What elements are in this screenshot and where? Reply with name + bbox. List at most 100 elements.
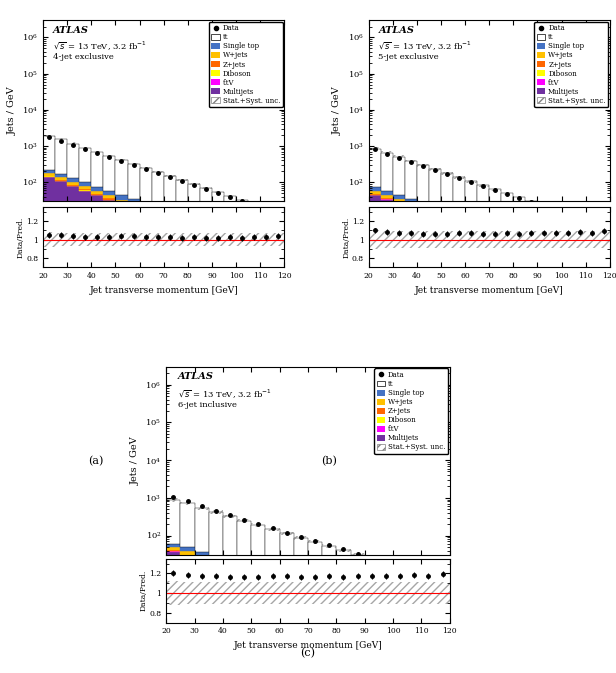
Bar [436, 578, 450, 582]
Bar [166, 551, 180, 553]
Bar [308, 593, 322, 598]
Bar [513, 238, 525, 244]
Bar [381, 153, 393, 191]
Bar [598, 281, 610, 283]
Bar [405, 232, 417, 248]
Bar [562, 232, 573, 248]
Bar [465, 225, 477, 230]
Bar [164, 175, 176, 177]
Bar [513, 196, 525, 199]
Bar [429, 232, 441, 248]
Bar [513, 196, 525, 199]
Bar [188, 221, 200, 227]
Bar [429, 208, 441, 213]
Bar [188, 233, 200, 246]
Bar [195, 556, 209, 559]
Bar [237, 577, 251, 673]
Bar [224, 247, 236, 673]
Bar [525, 254, 538, 256]
Bar [140, 209, 152, 212]
Bar [209, 567, 223, 673]
Bar [188, 184, 200, 221]
Bar [465, 180, 477, 182]
Bar [294, 582, 308, 604]
Bar [573, 232, 586, 248]
Bar [103, 155, 115, 157]
Bar [477, 232, 489, 248]
Bar [441, 173, 453, 212]
Bar [501, 246, 513, 247]
Bar [176, 178, 188, 181]
Bar [477, 184, 489, 186]
Bar [369, 190, 381, 194]
Bar [43, 170, 55, 173]
Bar [55, 174, 67, 177]
Bar [586, 270, 598, 276]
Bar [265, 583, 280, 585]
Bar [209, 512, 223, 556]
Bar [441, 223, 453, 673]
Bar [421, 623, 436, 629]
Bar [405, 160, 417, 162]
Bar [465, 221, 477, 225]
Bar [188, 182, 200, 185]
Bar [152, 170, 164, 173]
Bar [91, 151, 103, 153]
Legend: Data, tt, Single top, W+jets, Z+jets, Diboson, t̄tV, Multijets, Stat.+Syst. unc.: Data, tt, Single top, W+jets, Z+jets, Di… [209, 22, 283, 108]
Bar [188, 233, 200, 673]
Bar [280, 534, 294, 579]
Bar [549, 209, 562, 251]
Bar [209, 564, 223, 565]
Bar [248, 253, 260, 255]
Bar [598, 283, 610, 285]
Bar [265, 574, 280, 579]
Bar [237, 573, 251, 575]
Bar [200, 188, 212, 225]
Bar [393, 629, 407, 632]
Bar [538, 232, 549, 248]
Bar [436, 582, 450, 604]
Bar [251, 578, 265, 579]
Bar [115, 159, 128, 161]
Bar [562, 267, 573, 270]
Bar [365, 612, 379, 616]
Bar [223, 561, 237, 565]
Bar [140, 233, 152, 246]
Bar [180, 582, 195, 604]
Bar [477, 238, 489, 673]
Bar [573, 276, 586, 673]
Bar [164, 223, 176, 673]
Bar [248, 233, 260, 246]
Text: ATLAS: ATLAS [53, 26, 89, 34]
Bar [489, 188, 501, 190]
Bar [336, 596, 351, 602]
Bar [393, 199, 405, 203]
Bar [562, 271, 573, 673]
Text: (b): (b) [322, 456, 338, 466]
Bar [260, 253, 272, 258]
Bar [465, 233, 477, 673]
Bar [525, 200, 538, 203]
Bar [586, 280, 598, 281]
Bar [176, 228, 188, 673]
Bar [272, 265, 284, 673]
Bar [393, 195, 405, 199]
Bar [128, 199, 140, 204]
Bar [405, 161, 417, 199]
Bar [381, 198, 393, 199]
Bar [453, 176, 465, 178]
Bar [441, 172, 453, 175]
X-axis label: Jet transverse momentum [GeV]: Jet transverse momentum [GeV] [415, 286, 564, 295]
X-axis label: Jet transverse momentum [GeV]: Jet transverse momentum [GeV] [233, 641, 383, 650]
Bar [195, 508, 209, 552]
Bar [549, 258, 562, 263]
Bar [598, 274, 610, 281]
Y-axis label: Data/Pred.: Data/Pred. [140, 570, 148, 611]
Bar [489, 229, 501, 235]
Bar [140, 214, 152, 673]
Bar [272, 211, 284, 213]
Bar [140, 167, 152, 169]
Bar [393, 203, 405, 204]
Bar [538, 205, 549, 246]
Bar [562, 212, 573, 215]
